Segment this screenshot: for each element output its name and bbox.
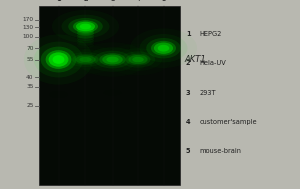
Ellipse shape — [77, 38, 94, 43]
Ellipse shape — [49, 52, 68, 67]
Ellipse shape — [50, 91, 68, 98]
Text: 2: 2 — [186, 60, 190, 66]
Text: mouse-brain: mouse-brain — [200, 148, 242, 154]
Ellipse shape — [146, 38, 181, 58]
Ellipse shape — [77, 33, 94, 39]
Ellipse shape — [34, 42, 83, 77]
Text: 55: 55 — [26, 57, 34, 62]
Text: 25: 25 — [26, 103, 34, 108]
Ellipse shape — [132, 57, 144, 62]
Text: 100: 100 — [22, 34, 34, 39]
Text: 3: 3 — [110, 0, 115, 3]
Ellipse shape — [151, 41, 176, 56]
Text: 4: 4 — [186, 119, 190, 125]
Ellipse shape — [80, 24, 91, 29]
Ellipse shape — [106, 57, 119, 63]
Ellipse shape — [76, 22, 95, 31]
Ellipse shape — [46, 50, 71, 69]
Text: 40: 40 — [26, 75, 34, 80]
Ellipse shape — [52, 55, 64, 64]
Ellipse shape — [75, 55, 96, 64]
Text: HEPG2: HEPG2 — [200, 31, 222, 37]
Ellipse shape — [67, 52, 104, 67]
Ellipse shape — [68, 18, 103, 35]
Text: 1: 1 — [56, 0, 61, 3]
Text: 5: 5 — [161, 0, 166, 3]
Ellipse shape — [128, 55, 148, 64]
Ellipse shape — [154, 43, 173, 54]
Text: 293T: 293T — [200, 90, 216, 96]
Ellipse shape — [77, 26, 94, 31]
Text: 70: 70 — [26, 46, 34, 51]
Text: AKT1: AKT1 — [184, 55, 206, 64]
Text: 1: 1 — [186, 31, 190, 37]
Ellipse shape — [94, 51, 131, 68]
Ellipse shape — [73, 20, 98, 33]
Text: Hela-UV: Hela-UV — [200, 60, 226, 66]
Ellipse shape — [102, 55, 123, 64]
Text: 170: 170 — [22, 17, 34, 22]
Ellipse shape — [87, 47, 138, 72]
Ellipse shape — [77, 28, 94, 34]
Ellipse shape — [140, 34, 188, 62]
Text: 2: 2 — [83, 0, 88, 3]
Ellipse shape — [77, 35, 94, 41]
Ellipse shape — [72, 54, 99, 65]
Text: 35: 35 — [26, 84, 34, 89]
Ellipse shape — [103, 90, 122, 95]
Text: 5: 5 — [186, 148, 190, 154]
Ellipse shape — [80, 57, 92, 62]
Ellipse shape — [158, 45, 169, 52]
Text: 130: 130 — [22, 25, 34, 30]
Text: 3: 3 — [186, 90, 190, 96]
Text: 4: 4 — [136, 0, 140, 3]
Bar — [39, 6, 180, 185]
Ellipse shape — [125, 54, 151, 65]
Text: customer'sample: customer'sample — [200, 119, 257, 125]
Ellipse shape — [41, 47, 76, 72]
Ellipse shape — [99, 53, 126, 66]
Ellipse shape — [121, 51, 155, 68]
Ellipse shape — [77, 30, 94, 36]
Ellipse shape — [61, 15, 110, 38]
